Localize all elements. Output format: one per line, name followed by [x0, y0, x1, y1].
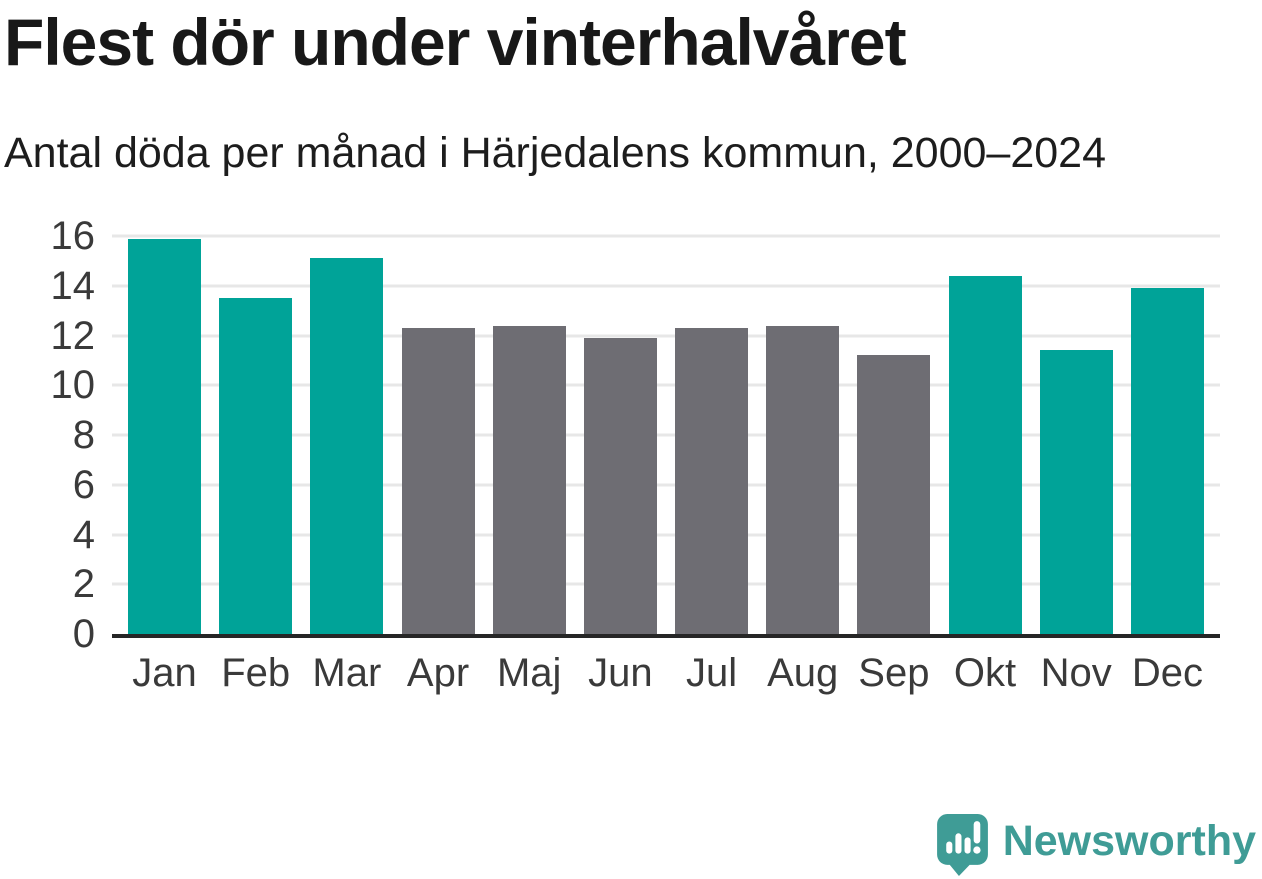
y-tick-label-10: 10 — [50, 363, 96, 408]
gridline-16 — [112, 234, 1220, 238]
brand-name: Newsworthy — [1002, 816, 1256, 865]
x-tick-label-okt: Okt — [953, 651, 1017, 695]
x-tick-label-aug: Aug — [767, 651, 839, 695]
x-tick-label-sep: Sep — [858, 651, 930, 695]
bar-chart: 0 2 4 6 8 10 12 14 16 Jan Feb Mar Apr Maj Jun Jul Aug Se… — [51, 216, 1220, 696]
bar-jul — [675, 328, 749, 634]
bar-mar — [310, 258, 384, 634]
bar-apr — [401, 328, 475, 634]
gridline-4 — [112, 533, 1220, 536]
x-tick-label-apr: Apr — [406, 651, 470, 695]
bars-row — [112, 236, 1220, 634]
gridline-14 — [112, 284, 1220, 288]
y-tick-label-14: 14 — [50, 263, 96, 308]
gridline-2 — [112, 582, 1220, 586]
bar-sep — [857, 355, 931, 634]
x-tick-label-feb: Feb — [221, 651, 291, 695]
x-tick-label-jun: Jun — [588, 651, 653, 695]
bar-feb — [219, 298, 293, 634]
newsworthy-logo: Newsworthy — [936, 814, 1256, 876]
bar-nov — [1039, 350, 1113, 634]
bar-aug — [766, 325, 840, 634]
gridline-8 — [112, 433, 1220, 437]
y-tick-label-4: 4 — [72, 512, 95, 557]
chart-title: Flest dör under vinterhalvåret — [4, 5, 907, 79]
plot-area: 0 2 4 6 8 10 12 14 16 — [51, 216, 1220, 654]
x-tick-label-jul: Jul — [685, 651, 738, 695]
bar-jun — [583, 338, 657, 634]
x-axis-labels: Jan Feb Mar Apr Maj Jun Jul Aug Sep Okt Nov Dec — [112, 651, 1220, 696]
y-tick-label-0: 0 — [72, 612, 95, 656]
y-tick-label-8: 8 — [72, 413, 95, 457]
y-tick-label-6: 6 — [72, 462, 95, 507]
x-tick-label-jan: Jan — [132, 651, 197, 695]
y-tick-label-12: 12 — [50, 313, 96, 358]
y-tick-label-2: 2 — [72, 562, 95, 607]
x-tick-label-nov: Nov — [1040, 651, 1112, 695]
gridline-10 — [112, 383, 1220, 387]
bar-dec — [1130, 288, 1204, 634]
bar-okt — [948, 275, 1022, 634]
bar-jan — [128, 238, 201, 634]
gridline-12 — [112, 334, 1220, 337]
x-tick-label-dec: Dec — [1131, 651, 1203, 695]
bar-maj — [492, 325, 566, 634]
newsworthy-bubble-icon — [936, 814, 988, 876]
y-tick-label-16: 16 — [50, 214, 96, 258]
chart-subtitle: Antal döda per månad i Härjedalens kommu… — [4, 128, 1107, 177]
gridline-6 — [112, 483, 1220, 487]
x-tick-label-mar: Mar — [312, 651, 382, 695]
x-tick-label-maj: Maj — [496, 651, 562, 695]
